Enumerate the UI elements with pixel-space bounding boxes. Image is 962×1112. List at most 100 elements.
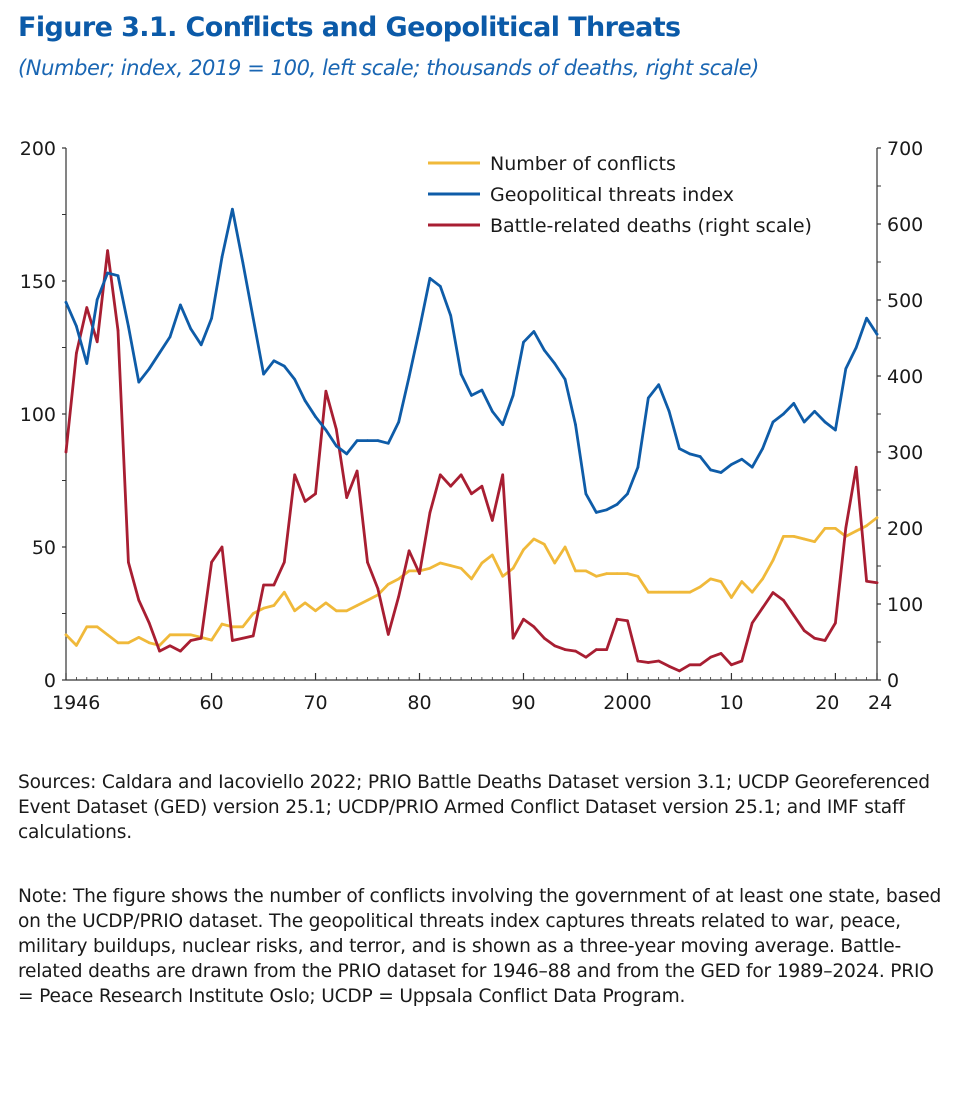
x-tick-label: 60 — [199, 692, 223, 714]
data-point — [95, 625, 99, 629]
series-number-of-conflicts — [64, 516, 879, 647]
data-point — [501, 423, 505, 426]
data-point — [823, 420, 827, 424]
data-point — [761, 447, 764, 450]
data-point — [418, 327, 421, 331]
data-point — [397, 577, 401, 581]
data-point — [376, 439, 380, 442]
data-point — [595, 648, 598, 651]
data-point — [85, 306, 89, 309]
data-point — [470, 394, 473, 397]
data-point — [782, 412, 785, 416]
data-point — [584, 655, 588, 659]
data-point — [813, 636, 816, 640]
legend-label: Battle-related deaths (right scale) — [490, 215, 812, 237]
data-point — [459, 473, 463, 477]
data-point — [387, 442, 390, 445]
data-point — [283, 560, 286, 564]
data-point — [491, 519, 494, 522]
data-point — [106, 633, 109, 637]
data-point — [397, 420, 401, 424]
data-point — [750, 590, 754, 594]
data-point — [324, 428, 328, 432]
data-point — [241, 625, 245, 629]
data-point — [199, 343, 203, 347]
data-point — [605, 508, 608, 512]
data-point — [75, 644, 78, 647]
data-point — [116, 641, 120, 645]
x-tick-label: 2000 — [603, 692, 651, 714]
data-point — [584, 569, 588, 573]
data-point — [303, 601, 307, 605]
data-point — [314, 492, 317, 496]
data-point — [283, 590, 286, 594]
data-point — [626, 492, 629, 496]
data-point — [771, 591, 775, 594]
data-point — [231, 207, 234, 211]
data-point — [355, 469, 359, 473]
legend-item-geopolitical-threats-index: Geopolitical threats index — [428, 184, 734, 206]
data-point — [168, 633, 172, 637]
right-tick-label: 100 — [887, 594, 923, 616]
data-point — [761, 577, 764, 581]
data-point — [678, 590, 681, 594]
x-tick-label: 90 — [511, 692, 535, 714]
data-point — [802, 629, 806, 632]
data-point — [210, 316, 213, 320]
data-point — [875, 581, 879, 584]
data-point — [459, 567, 463, 570]
legend-item-number-of-conflicts: Number of conflicts — [428, 153, 676, 175]
data-point — [834, 527, 837, 530]
data-point — [563, 378, 567, 381]
data-point — [688, 452, 692, 456]
data-point — [709, 577, 712, 581]
data-point — [272, 583, 276, 587]
data-point — [439, 285, 442, 288]
data-point — [168, 335, 172, 339]
x-tick-label: 20 — [815, 692, 839, 714]
data-point — [802, 537, 806, 541]
data-point — [376, 587, 380, 591]
data-point — [355, 439, 359, 442]
data-point — [834, 428, 837, 432]
data-point — [730, 463, 733, 466]
data-point — [428, 511, 432, 515]
data-point — [293, 378, 297, 381]
data-point — [553, 362, 556, 365]
data-point — [366, 439, 369, 442]
right-tick-label: 600 — [887, 214, 923, 236]
data-point — [210, 560, 213, 564]
data-point — [782, 535, 785, 538]
data-point — [740, 580, 744, 583]
data-point — [636, 465, 640, 469]
data-point — [657, 383, 660, 387]
right-tick-label: 300 — [887, 442, 923, 464]
data-point — [199, 636, 203, 640]
data-point — [303, 500, 307, 503]
data-point — [491, 553, 494, 557]
right-tick-label: 700 — [887, 138, 923, 160]
data-point — [574, 649, 577, 653]
data-point — [522, 548, 525, 551]
figure-subtitle: (Number; index, 2019 = 100, left scale; … — [18, 56, 759, 80]
data-point — [730, 663, 733, 667]
data-point — [844, 367, 848, 371]
data-point — [335, 427, 338, 431]
x-tick-label: 24 — [868, 692, 892, 714]
data-point — [189, 633, 193, 637]
data-point — [782, 598, 785, 602]
data-point — [231, 639, 234, 642]
series-line-geopolitical-threats-index — [64, 207, 879, 514]
data-point — [439, 561, 442, 565]
data-point — [647, 661, 650, 664]
data-point — [719, 471, 723, 474]
data-point — [95, 340, 99, 344]
data-point — [262, 583, 265, 587]
sources-text: Sources: Caldara and Iacoviello 2022; PR… — [18, 772, 930, 843]
data-point — [283, 364, 286, 368]
data-point — [428, 277, 432, 280]
left-tick-label: 100 — [20, 404, 56, 426]
data-point — [158, 649, 161, 653]
data-point — [324, 389, 328, 393]
